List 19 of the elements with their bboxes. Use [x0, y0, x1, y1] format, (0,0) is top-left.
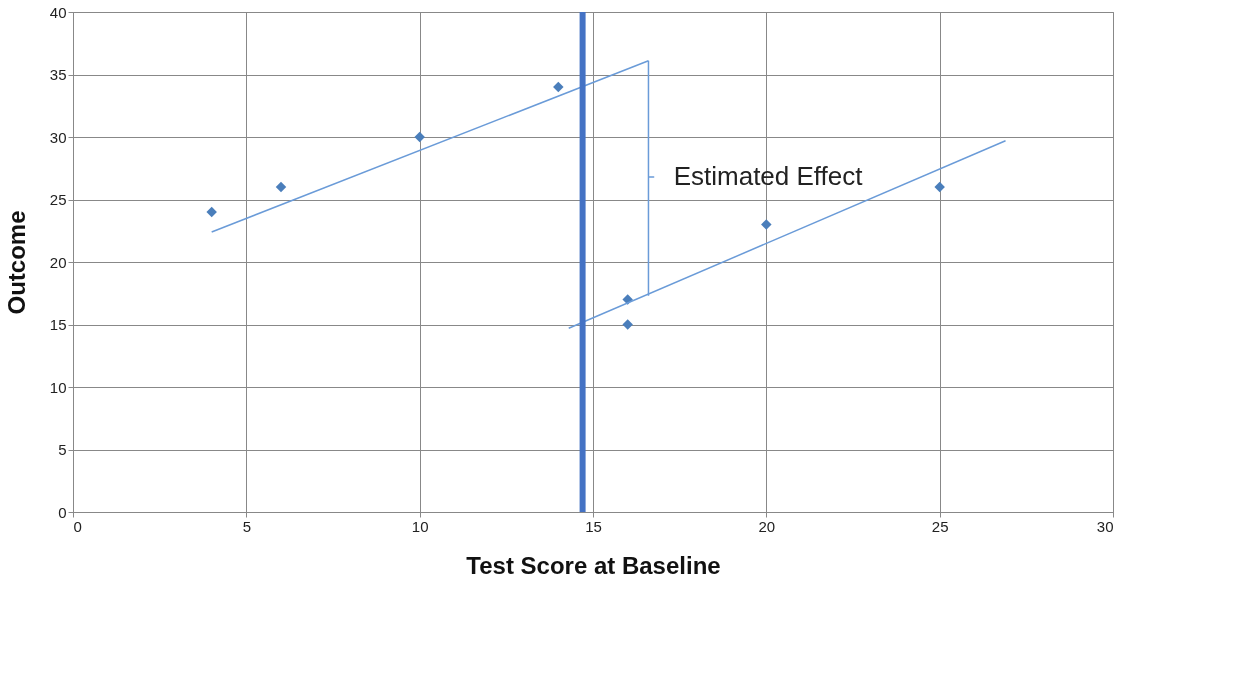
x-axis-title: Test Score at Baseline — [466, 551, 721, 579]
y-tick-label: 35 — [49, 66, 67, 83]
y-tick-label: 10 — [49, 378, 67, 396]
x-tick-label: 20 — [758, 517, 776, 535]
y-tick-label: 20 — [49, 253, 67, 271]
y-axis-title: Outcome — [2, 210, 30, 315]
x-tick-label: 0 — [73, 517, 82, 535]
x-tick-label: 25 — [931, 517, 949, 535]
x-tick-label: 15 — [585, 517, 602, 535]
x-tick-label: 10 — [411, 517, 429, 535]
y-tick-label: 40 — [49, 3, 67, 21]
x-tick-label: 5 — [242, 517, 252, 535]
x-tick-label: 30 — [1096, 517, 1114, 535]
annotation: Estimated Effect — [673, 161, 864, 191]
y-tick-label: 0 — [58, 503, 67, 521]
y-tick-label: 5 — [58, 441, 67, 458]
y-tick-label: 15 — [49, 316, 67, 333]
y-tick-label: 30 — [49, 128, 67, 146]
y-tick-label: 25 — [49, 191, 67, 208]
